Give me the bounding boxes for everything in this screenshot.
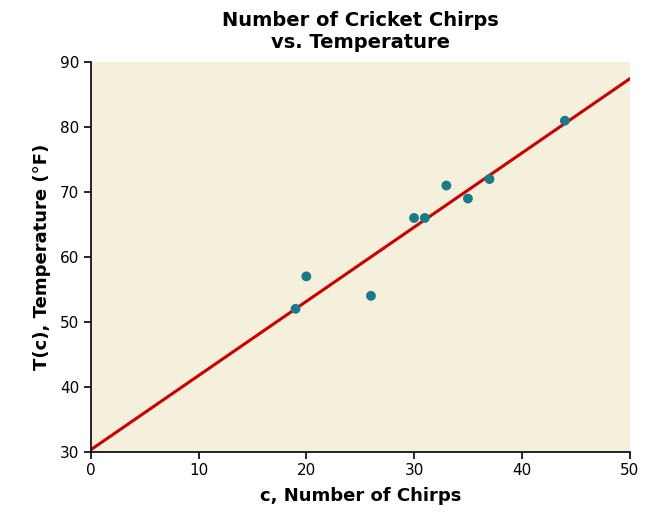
Point bbox=[559, 117, 570, 125]
Point bbox=[420, 214, 430, 222]
Y-axis label: T(c), Temperature (°F): T(c), Temperature (°F) bbox=[33, 144, 51, 370]
X-axis label: c, Number of Chirps: c, Number of Chirps bbox=[260, 487, 461, 504]
Point bbox=[441, 182, 452, 190]
Point bbox=[484, 175, 495, 183]
Point bbox=[463, 195, 473, 203]
Title: Number of Cricket Chirps
vs. Temperature: Number of Cricket Chirps vs. Temperature bbox=[222, 11, 498, 52]
Point bbox=[366, 292, 376, 300]
Point bbox=[409, 214, 419, 222]
Point bbox=[290, 305, 300, 313]
Point bbox=[301, 272, 312, 281]
